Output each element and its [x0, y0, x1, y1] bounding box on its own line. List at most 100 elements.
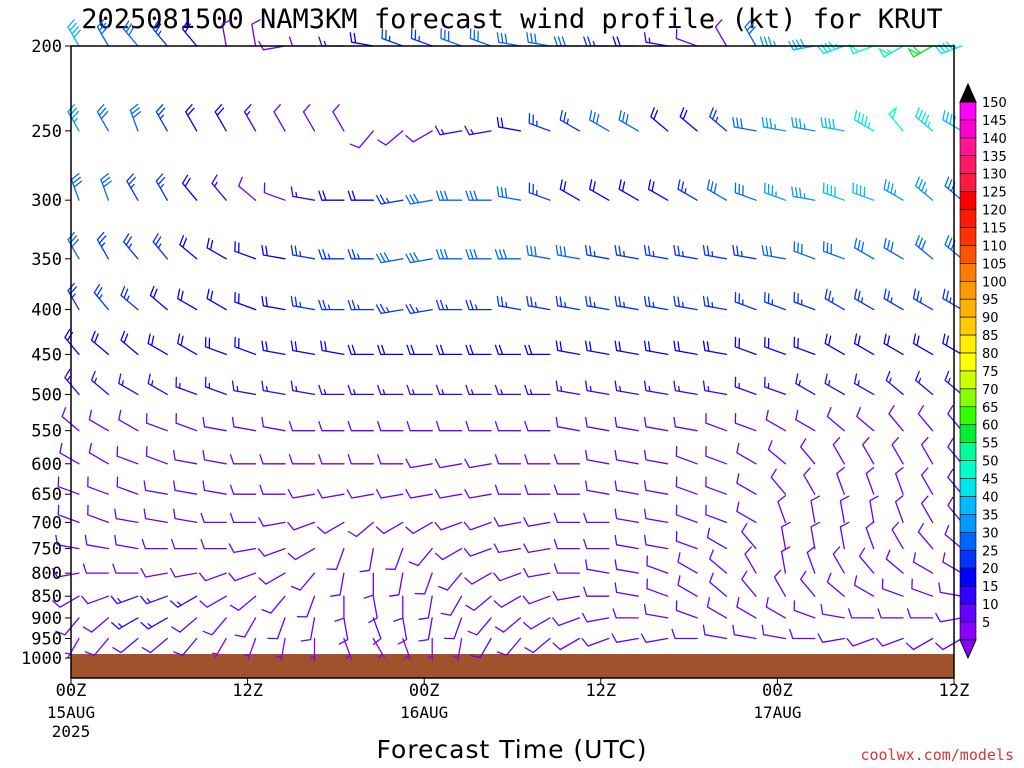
wind-barb	[258, 517, 286, 527]
wind-barb	[126, 173, 139, 201]
wind-barb	[290, 380, 316, 396]
wind-barb	[612, 608, 639, 619]
wind-barb	[67, 104, 80, 132]
wind-barb	[434, 489, 463, 499]
wind-barb	[221, 19, 232, 47]
wind-barb	[206, 237, 227, 260]
wind-barb	[288, 36, 316, 47]
wind-barb	[96, 19, 110, 47]
wind-barb	[152, 233, 168, 260]
wind-barb	[523, 617, 551, 630]
wind-barb	[646, 578, 669, 597]
wind-barb	[853, 373, 875, 396]
wind-barb	[244, 637, 257, 660]
wind-barb	[614, 480, 639, 495]
chart-title: 2025081500 NAM3KM forecast wind profile …	[81, 4, 943, 35]
wind-barb	[88, 442, 110, 465]
wind-barb	[865, 466, 875, 495]
wind-barb	[494, 484, 522, 495]
wind-barb	[405, 303, 433, 315]
wind-barb	[169, 567, 198, 578]
wind-barb	[911, 578, 934, 597]
wind-barb	[675, 28, 698, 47]
wind-barb	[257, 547, 286, 557]
wind-barb	[853, 288, 875, 311]
wind-barb	[434, 521, 463, 531]
wind-barb	[912, 333, 934, 356]
wind-barb	[589, 179, 610, 201]
wind-barb	[287, 547, 316, 561]
wind-barb	[181, 174, 198, 201]
wind-barb	[228, 572, 257, 582]
colorbar-label: 85	[982, 329, 999, 344]
colorbar-label: 50	[982, 455, 999, 470]
wind-barb	[443, 617, 463, 640]
wind-barb	[375, 252, 404, 264]
wind-barb	[528, 113, 551, 132]
wind-barb	[817, 633, 845, 643]
wind-barb	[832, 436, 845, 465]
wind-barb	[228, 543, 257, 554]
wind-barb	[523, 517, 551, 527]
wind-barb	[793, 336, 816, 356]
y-tick-label: 850	[31, 587, 62, 607]
wind-barb	[388, 572, 404, 597]
wind-barb	[405, 521, 433, 535]
x-date-label: 17AUG	[753, 703, 801, 722]
wind-barb	[287, 489, 316, 499]
wind-barb	[67, 282, 80, 311]
wind-barb	[397, 617, 408, 645]
colorbar-label: 145	[982, 114, 1007, 129]
colorbar-label: 15	[982, 580, 999, 595]
wind-barb	[381, 28, 404, 47]
wind-barb	[705, 446, 728, 465]
wind-barb	[773, 569, 787, 597]
wind-barb	[679, 107, 698, 132]
wind-barb	[822, 241, 845, 260]
wind-barb	[741, 523, 757, 550]
wind-barb	[465, 249, 492, 260]
colorbar-swatch	[959, 173, 977, 192]
wind-barb	[287, 521, 316, 531]
colorbar-swatch	[959, 424, 977, 443]
wind-barb	[583, 586, 610, 597]
wind-barb	[377, 344, 404, 356]
wind-barb	[839, 521, 850, 550]
wind-barb	[406, 384, 433, 396]
x-date-label: 15AUG	[47, 703, 95, 722]
wind-barb	[912, 288, 934, 311]
wind-barb	[96, 104, 110, 132]
wind-barb	[585, 295, 610, 311]
wind-barb	[765, 409, 787, 432]
wind-barb	[780, 546, 791, 574]
wind-barb	[408, 547, 433, 567]
wind-barb	[288, 421, 316, 432]
colorbar-swatch	[959, 245, 977, 264]
wind-barb	[406, 344, 433, 356]
colorbar-label: 105	[982, 257, 1007, 272]
wind-barb	[877, 608, 904, 619]
wind-barb	[326, 547, 345, 570]
wind-barb	[673, 380, 698, 396]
wind-barb	[317, 521, 345, 535]
wind-barb	[231, 416, 257, 432]
wind-barb	[673, 340, 698, 356]
wind-barb	[405, 458, 433, 469]
colorbar-swatch	[959, 388, 977, 408]
wind-barb	[470, 637, 492, 659]
wind-barb	[611, 633, 639, 643]
wind-barb	[883, 179, 904, 201]
wind-barb	[705, 504, 728, 524]
wind-barb	[585, 449, 610, 465]
wind-barb	[820, 116, 845, 132]
wind-barb	[935, 637, 963, 651]
wind-barb	[846, 637, 875, 647]
wind-barb	[523, 543, 551, 554]
wind-barb	[418, 617, 433, 642]
wind-barb	[836, 466, 845, 495]
wind-barb	[673, 295, 698, 311]
wind-barb	[318, 299, 345, 311]
wind-barb	[375, 194, 404, 205]
y-tick-label: 550	[31, 422, 62, 442]
wind-barb	[494, 384, 522, 396]
